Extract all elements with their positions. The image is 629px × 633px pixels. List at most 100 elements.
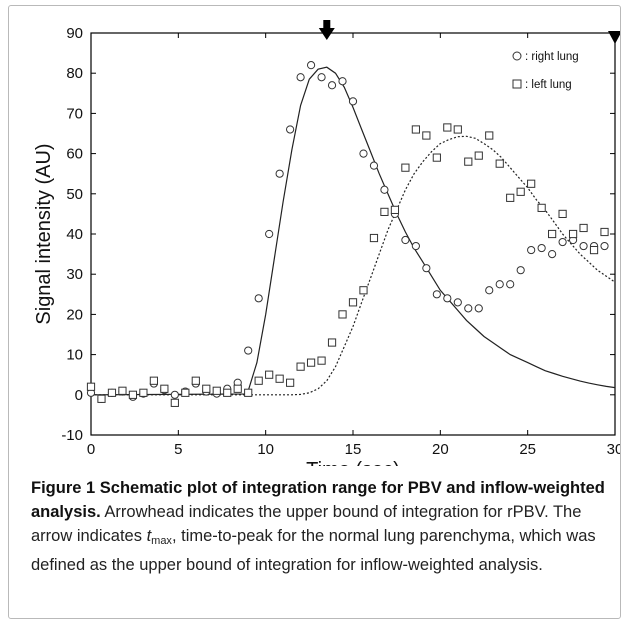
left-lung-point (506, 193, 515, 202)
y-tick-label: 50 (66, 186, 83, 203)
left-lung-point (411, 125, 420, 134)
left-lung-point (369, 233, 379, 243)
x-tick-label: 25 (519, 441, 536, 458)
legend-label: : left lung (525, 79, 572, 91)
y-tick-label: 0 (75, 387, 83, 404)
left-lung-point (254, 376, 263, 385)
left-lung-point (537, 203, 546, 212)
caption-tmax-t: t (146, 527, 152, 545)
right-lung-point (485, 286, 494, 295)
left-lung-point (244, 388, 253, 397)
right-lung-point (548, 250, 557, 259)
left-lung-point (380, 207, 389, 216)
right-lung-point (306, 61, 316, 70)
left-lung-point (265, 370, 274, 379)
right-lung-point (453, 298, 462, 307)
right-lung-point (411, 241, 420, 251)
left-lung-point (97, 394, 106, 403)
y-tick-label: 10 (66, 347, 83, 364)
left-lung-point (139, 388, 148, 397)
tmax-arrow-shaft (323, 20, 331, 29)
right-lung-point (359, 149, 368, 158)
right-lung-point (600, 241, 609, 251)
left-lung-point (348, 298, 358, 307)
left-lung-point (212, 386, 221, 395)
right-lung-point (170, 390, 179, 399)
legend-circle-marker (512, 51, 522, 61)
right-lung-point (254, 294, 263, 303)
x-tick-label: 10 (257, 441, 274, 458)
left-lung-fit-curve (91, 135, 616, 396)
caption-title: Figure 1 Schematic plot of integration r… (31, 479, 605, 521)
x-tick-label: 30 (607, 441, 620, 458)
left-lung-point (223, 388, 232, 397)
left-lung-point (149, 376, 158, 385)
right-lung-point (380, 185, 389, 194)
y-tick-label: 80 (66, 65, 83, 82)
left-lung-point (527, 179, 536, 188)
right-lung-point (348, 97, 358, 106)
x-tick-label: 5 (174, 441, 182, 458)
left-lung-point (485, 131, 494, 140)
right-lung-point (244, 346, 253, 355)
x-tick-label: 0 (87, 441, 95, 458)
right-lung-point (443, 294, 452, 303)
left-lung-point (306, 358, 316, 367)
x-axis-label: Time (sec) (306, 459, 400, 466)
left-lung-point (422, 131, 431, 140)
right-lung-point (506, 280, 515, 289)
right-lung-point (327, 81, 337, 90)
left-lung-point (443, 123, 452, 132)
left-lung-point (474, 151, 483, 160)
left-lung-point (464, 157, 473, 166)
left-lung-point (86, 382, 96, 391)
y-tick-label: 70 (66, 105, 83, 122)
right-lung-point (369, 161, 379, 170)
y-tick-label: 60 (66, 146, 83, 163)
x-tick-label: 15 (345, 441, 362, 458)
left-lung-point (600, 227, 609, 237)
left-lung-point (275, 374, 284, 383)
y-tick-label: 20 (66, 306, 83, 323)
right-lung-point (275, 169, 284, 178)
left-lung-point (107, 388, 117, 397)
left-lung-point (202, 384, 211, 393)
y-tick-label: 40 (66, 226, 83, 243)
left-lung-point (453, 125, 462, 134)
left-lung-point (128, 390, 138, 399)
upper-bound-arrowhead-icon (608, 31, 620, 44)
left-lung-point (401, 163, 410, 172)
right-lung-point (296, 73, 305, 82)
left-lung-point (495, 159, 504, 168)
caption-text-b: , time-to-peak for the normal lung paren… (31, 527, 596, 574)
left-lung-point (191, 376, 200, 385)
tmax-arrow-icon (318, 28, 335, 40)
left-lung-point (170, 398, 179, 407)
right-lung-point (286, 125, 295, 134)
left-lung-point (118, 386, 127, 395)
right-lung-point (579, 241, 588, 251)
left-lung-point (327, 338, 337, 347)
y-tick-label: 30 (66, 266, 83, 283)
left-lung-point (338, 310, 347, 319)
left-lung-point (390, 205, 400, 214)
right-lung-point (558, 237, 567, 247)
left-lung-point (286, 378, 295, 387)
right-lung-point (422, 264, 431, 273)
left-lung-point (160, 384, 169, 393)
left-lung-point (181, 388, 190, 397)
right-lung-point (401, 235, 410, 245)
figure-caption: Figure 1 Schematic plot of integration r… (31, 476, 619, 577)
right-lung-point (317, 73, 326, 82)
x-tick-label: 20 (432, 441, 449, 458)
left-lung-point (432, 153, 441, 162)
legend-square-marker (512, 79, 522, 89)
left-lung-point (589, 245, 599, 255)
y-tick-label: -10 (61, 427, 83, 444)
right-lung-point (516, 266, 525, 275)
right-lung-point (464, 304, 473, 313)
right-lung-point (265, 229, 274, 239)
left-lung-point (359, 286, 368, 295)
